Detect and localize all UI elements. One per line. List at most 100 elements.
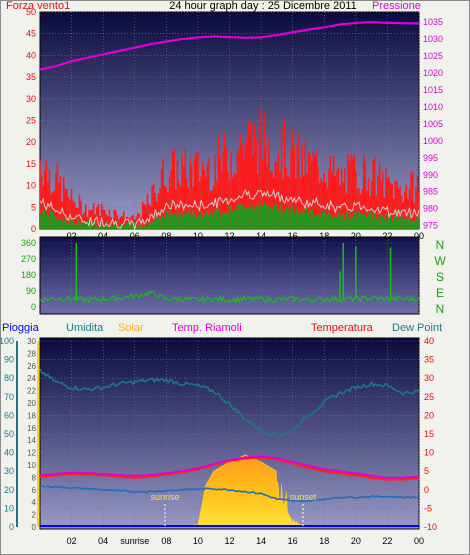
pioggia-y-tick: 0 [9, 522, 14, 532]
temp-riamoli-line [39, 455, 419, 479]
temp-y-tick: -5 [424, 503, 432, 513]
pioggia-y-tick: 100 [0, 336, 14, 346]
legend-solar: Solar [118, 322, 144, 334]
wind-y-tick: 40 [26, 50, 36, 60]
wind-speed-line [39, 188, 420, 231]
pressure-y-tick: 1005 [423, 119, 443, 129]
pioggia-y-tick: 20 [4, 485, 14, 495]
pressure-y-tick: 990 [423, 170, 438, 180]
umidita-y-tick: 8 [32, 473, 37, 482]
temp-x-tick: sunrise [120, 536, 149, 546]
temp-y-tick: 15 [424, 429, 434, 439]
wind-x-tick: 18 [319, 231, 329, 241]
umidita-y-tick: 10 [27, 461, 36, 470]
legend-dew-point: Dew Point [392, 322, 442, 334]
temp-y-tick: 25 [424, 392, 434, 402]
wind-y-tick: 45 [26, 29, 36, 39]
pioggia-y-tick: 90 [4, 355, 14, 365]
wind-x-tick: 02 [67, 231, 77, 241]
wind-pressure-plot [39, 21, 420, 231]
direction-y-tick: 90 [26, 286, 36, 296]
wind-x-tick: 12 [224, 231, 234, 241]
wind-x-tick: 00 [414, 231, 424, 241]
umidita-y-tick: 16 [27, 424, 36, 433]
wind-x-tick: 10 [193, 231, 203, 241]
pressure-y-tick: 1020 [423, 68, 443, 78]
temp-x-tick: 14 [256, 536, 266, 546]
dew-point-line [39, 484, 419, 503]
legend-temp-riamoli: Temp. Riamoli [172, 322, 242, 334]
wind-y-tick: 15 [26, 159, 36, 169]
pressure-y-tick: 1035 [423, 17, 443, 27]
temp-x-tick: 16 [288, 536, 298, 546]
umidita-y-tick: 20 [27, 399, 36, 408]
sunset-label: sunset [290, 492, 317, 502]
umidita-y-tick: 28 [27, 349, 36, 358]
umidita-y-tick: 30 [27, 337, 36, 346]
pioggia-y-tick: 70 [4, 392, 14, 402]
temp-y-tick: -10 [424, 522, 437, 532]
temp-x-tick: 08 [161, 536, 171, 546]
temp-y-tick: 5 [424, 466, 429, 476]
compass-n-top: N [436, 238, 445, 252]
temp-x-tick: 02 [67, 536, 77, 546]
legend-pioggia: Pioggia [2, 322, 40, 334]
pioggia-y-tick: 50 [4, 429, 14, 439]
compass-n-bottom: N [436, 302, 445, 316]
umidita-y-tick: 24 [27, 374, 36, 383]
temp-y-tick: 35 [424, 355, 434, 365]
wind-x-tick: 22 [382, 231, 392, 241]
umidita-y-tick: 12 [27, 449, 36, 458]
temp-y-tick: 40 [424, 336, 434, 346]
wind-x-tick: 20 [351, 231, 361, 241]
wind-x-tick: 08 [161, 231, 171, 241]
temp-x-tick: 22 [382, 536, 392, 546]
wind-x-tick: 04 [98, 231, 108, 241]
pressure-y-tick: 975 [423, 221, 438, 231]
direction-y-tick: 270 [21, 254, 36, 264]
umidita-y-tick: 22 [27, 387, 36, 396]
compass-s: S [436, 270, 444, 284]
temp-y-tick: 20 [424, 410, 434, 420]
wind-y-tick: 30 [26, 94, 36, 104]
wind-y-tick: 10 [26, 181, 36, 191]
temp-x-tick: 04 [98, 536, 108, 546]
axis-labels: 0510152025303540455097598098599099510001… [0, 7, 443, 546]
temp-plot [39, 368, 420, 528]
pressure-y-tick: 1010 [423, 102, 443, 112]
temp-x-tick: 10 [193, 536, 203, 546]
direction-y-tick: 180 [21, 270, 36, 280]
pioggia-y-tick: 30 [4, 466, 14, 476]
pressure-y-tick: 1030 [423, 34, 443, 44]
pressure-line [39, 21, 420, 71]
pioggia-y-tick: 60 [4, 410, 14, 420]
direction-panel-bg [39, 236, 420, 315]
wind-y-tick: 35 [26, 72, 36, 82]
umidita-y-tick: 14 [27, 436, 36, 445]
pioggia-y-tick: 80 [4, 373, 14, 383]
compass-e: E [436, 286, 444, 300]
wind-title: Forza vento1 [6, 0, 70, 12]
direction-plot [39, 243, 420, 304]
wind-y-tick: 20 [26, 137, 36, 147]
umidita-y-tick: 4 [32, 498, 37, 507]
humidity-line [39, 368, 419, 438]
wind-y-tick: 0 [31, 224, 36, 234]
temp-x-tick: 20 [351, 536, 361, 546]
temp-x-tick: 12 [224, 536, 234, 546]
temp-x-tick: 18 [319, 536, 329, 546]
sunrise-label: sunrise [150, 492, 179, 502]
legend-umidita: Umidita [66, 322, 104, 334]
pressure-y-tick: 985 [423, 187, 438, 197]
wind-y-tick: 50 [26, 7, 36, 17]
pressure-title: Pressione [372, 0, 421, 12]
temp-y-tick: 0 [424, 485, 429, 495]
pressure-y-tick: 995 [423, 153, 438, 163]
wind-y-tick: 25 [26, 116, 36, 126]
umidita-y-tick: 2 [32, 511, 37, 520]
legend-temperatura: Temperatura [311, 322, 374, 334]
umidita-y-tick: 6 [32, 486, 37, 495]
direction-y-tick: 360 [21, 238, 36, 248]
wind-x-tick: 16 [288, 231, 298, 241]
